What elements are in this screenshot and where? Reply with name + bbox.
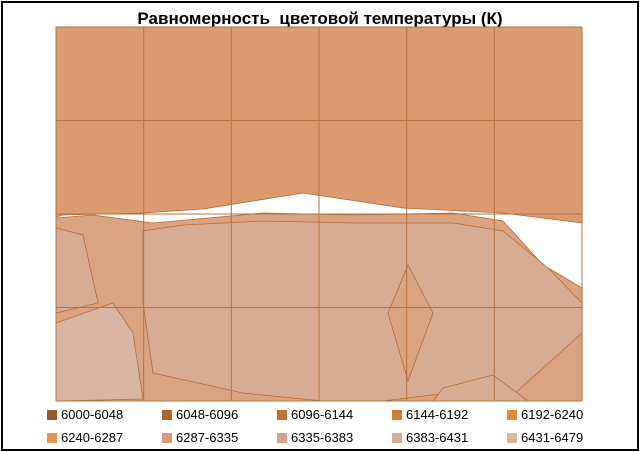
legend-item: 6096-6144: [277, 406, 392, 423]
legend-item: 6431-6479: [507, 429, 622, 446]
legend-swatch: [162, 432, 172, 443]
legend-label: 6144-6192: [406, 407, 469, 422]
contour-band-6383-6431: [56, 227, 99, 314]
contour-band-6431-6479: [56, 302, 144, 401]
legend-swatch: [277, 409, 287, 420]
legend-swatch: [47, 432, 57, 443]
legend-label: 6192-6240: [521, 407, 584, 422]
legend-item: 6192-6240: [507, 406, 622, 423]
legend-item: 6000-6048: [47, 406, 162, 423]
contour-band-6383-6431: [142, 220, 582, 401]
contour-band-6383-6431: [432, 374, 529, 401]
legend-label: 6383-6431: [406, 430, 469, 445]
contour-band-6335-6383: [387, 264, 434, 383]
legend-item: 6048-6096: [162, 406, 277, 423]
legend-item: 6383-6431: [392, 429, 507, 446]
legend-label: 6287-6335: [176, 430, 239, 445]
legend-label: 6240-6287: [61, 430, 124, 445]
legend-item: 6287-6335: [162, 429, 277, 446]
legend-swatch: [507, 432, 517, 443]
legend-swatch: [392, 409, 402, 420]
legend-label: 6096-6144: [291, 407, 354, 422]
contour-plot: [55, 26, 583, 402]
legend-swatch: [507, 409, 517, 420]
legend-label: 6335-6383: [291, 430, 354, 445]
legend-item: 6335-6383: [277, 429, 392, 446]
legend-label: 6048-6096: [176, 407, 239, 422]
legend-swatch: [392, 432, 402, 443]
legend-swatch: [162, 409, 172, 420]
legend-swatch: [277, 432, 287, 443]
legend-label: 6000-6048: [61, 407, 124, 422]
legend-label: 6431-6479: [521, 430, 584, 445]
legend-item: 6144-6192: [392, 406, 507, 423]
legend: 6000-6048 6048-6096 6096-6144 6144-6192 6192…: [47, 406, 607, 446]
legend-item: 6240-6287: [47, 429, 162, 446]
legend-swatch: [47, 409, 57, 420]
chart-title: Равномерность цветовой температуры (К): [137, 9, 503, 28]
